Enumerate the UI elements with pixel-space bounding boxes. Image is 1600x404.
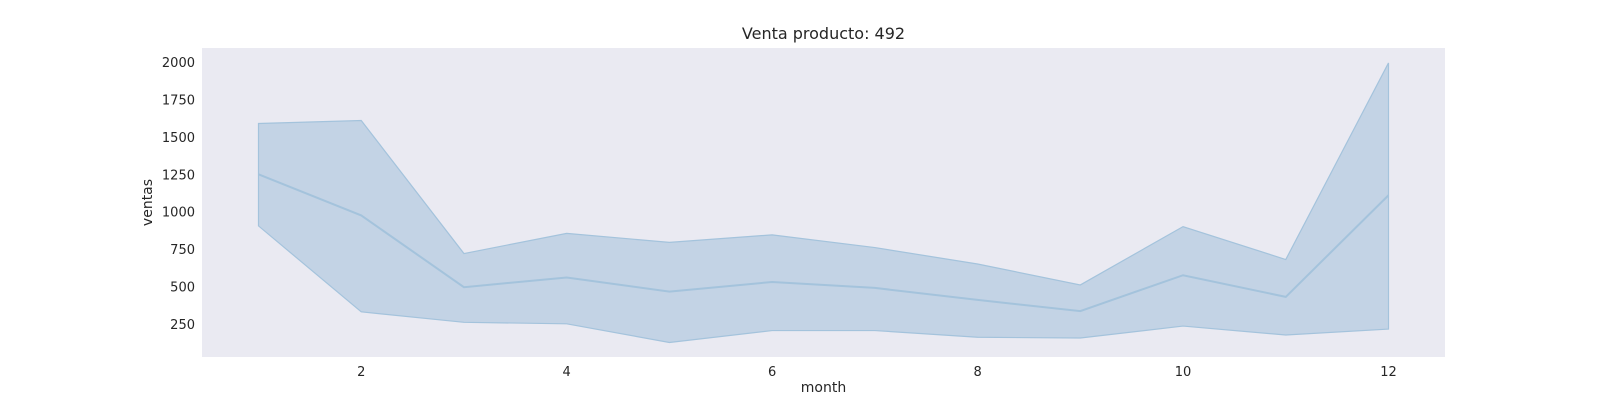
y-axis-label: ventas [140, 179, 156, 226]
x-tick-label: 12 [1380, 365, 1397, 380]
x-tick-label: 4 [563, 365, 571, 380]
x-axis-label: month [801, 380, 846, 396]
confidence-band-0 [257, 62, 1390, 344]
data-point-month-7 [874, 287, 875, 288]
x-tick-label: 2 [357, 365, 365, 380]
data-point-month-4 [566, 277, 567, 278]
data-point-month-9 [1080, 311, 1081, 312]
mean-line-layer [258, 173, 1390, 313]
y-tick-labels: 250 500 750 1000 1250 1500 1750 2000 [162, 56, 195, 333]
y-tick-label: 1500 [162, 131, 195, 146]
data-point-month-11 [1285, 296, 1286, 297]
chart-title: Venta producto: 492 [742, 24, 905, 43]
y-tick-label: 1250 [162, 168, 195, 183]
data-point-month-12 [1388, 195, 1389, 196]
data-point-month-3 [463, 287, 464, 288]
x-tick-labels: 2 4 6 8 10 12 [357, 365, 1397, 380]
data-point-month-2 [361, 215, 362, 216]
mean-line-0 [258, 173, 1390, 313]
data-point-month-10 [1183, 275, 1184, 276]
y-tick-label: 1000 [162, 206, 195, 221]
y-tick-label: 750 [170, 243, 195, 258]
data-point-month-5 [669, 291, 670, 292]
data-point-month-8 [977, 299, 978, 300]
x-tick-label: 10 [1175, 365, 1192, 380]
x-tick-label: 6 [768, 365, 776, 380]
y-tick-label: 2000 [162, 56, 195, 71]
y-tick-label: 1750 [162, 94, 195, 109]
x-tick-label: 8 [973, 365, 981, 380]
y-tick-label: 500 [170, 280, 195, 295]
y-tick-label: 250 [170, 318, 195, 333]
data-point-month-1 [258, 174, 259, 175]
confidence-band-layer [257, 62, 1390, 344]
data-point-month-6 [772, 281, 773, 282]
